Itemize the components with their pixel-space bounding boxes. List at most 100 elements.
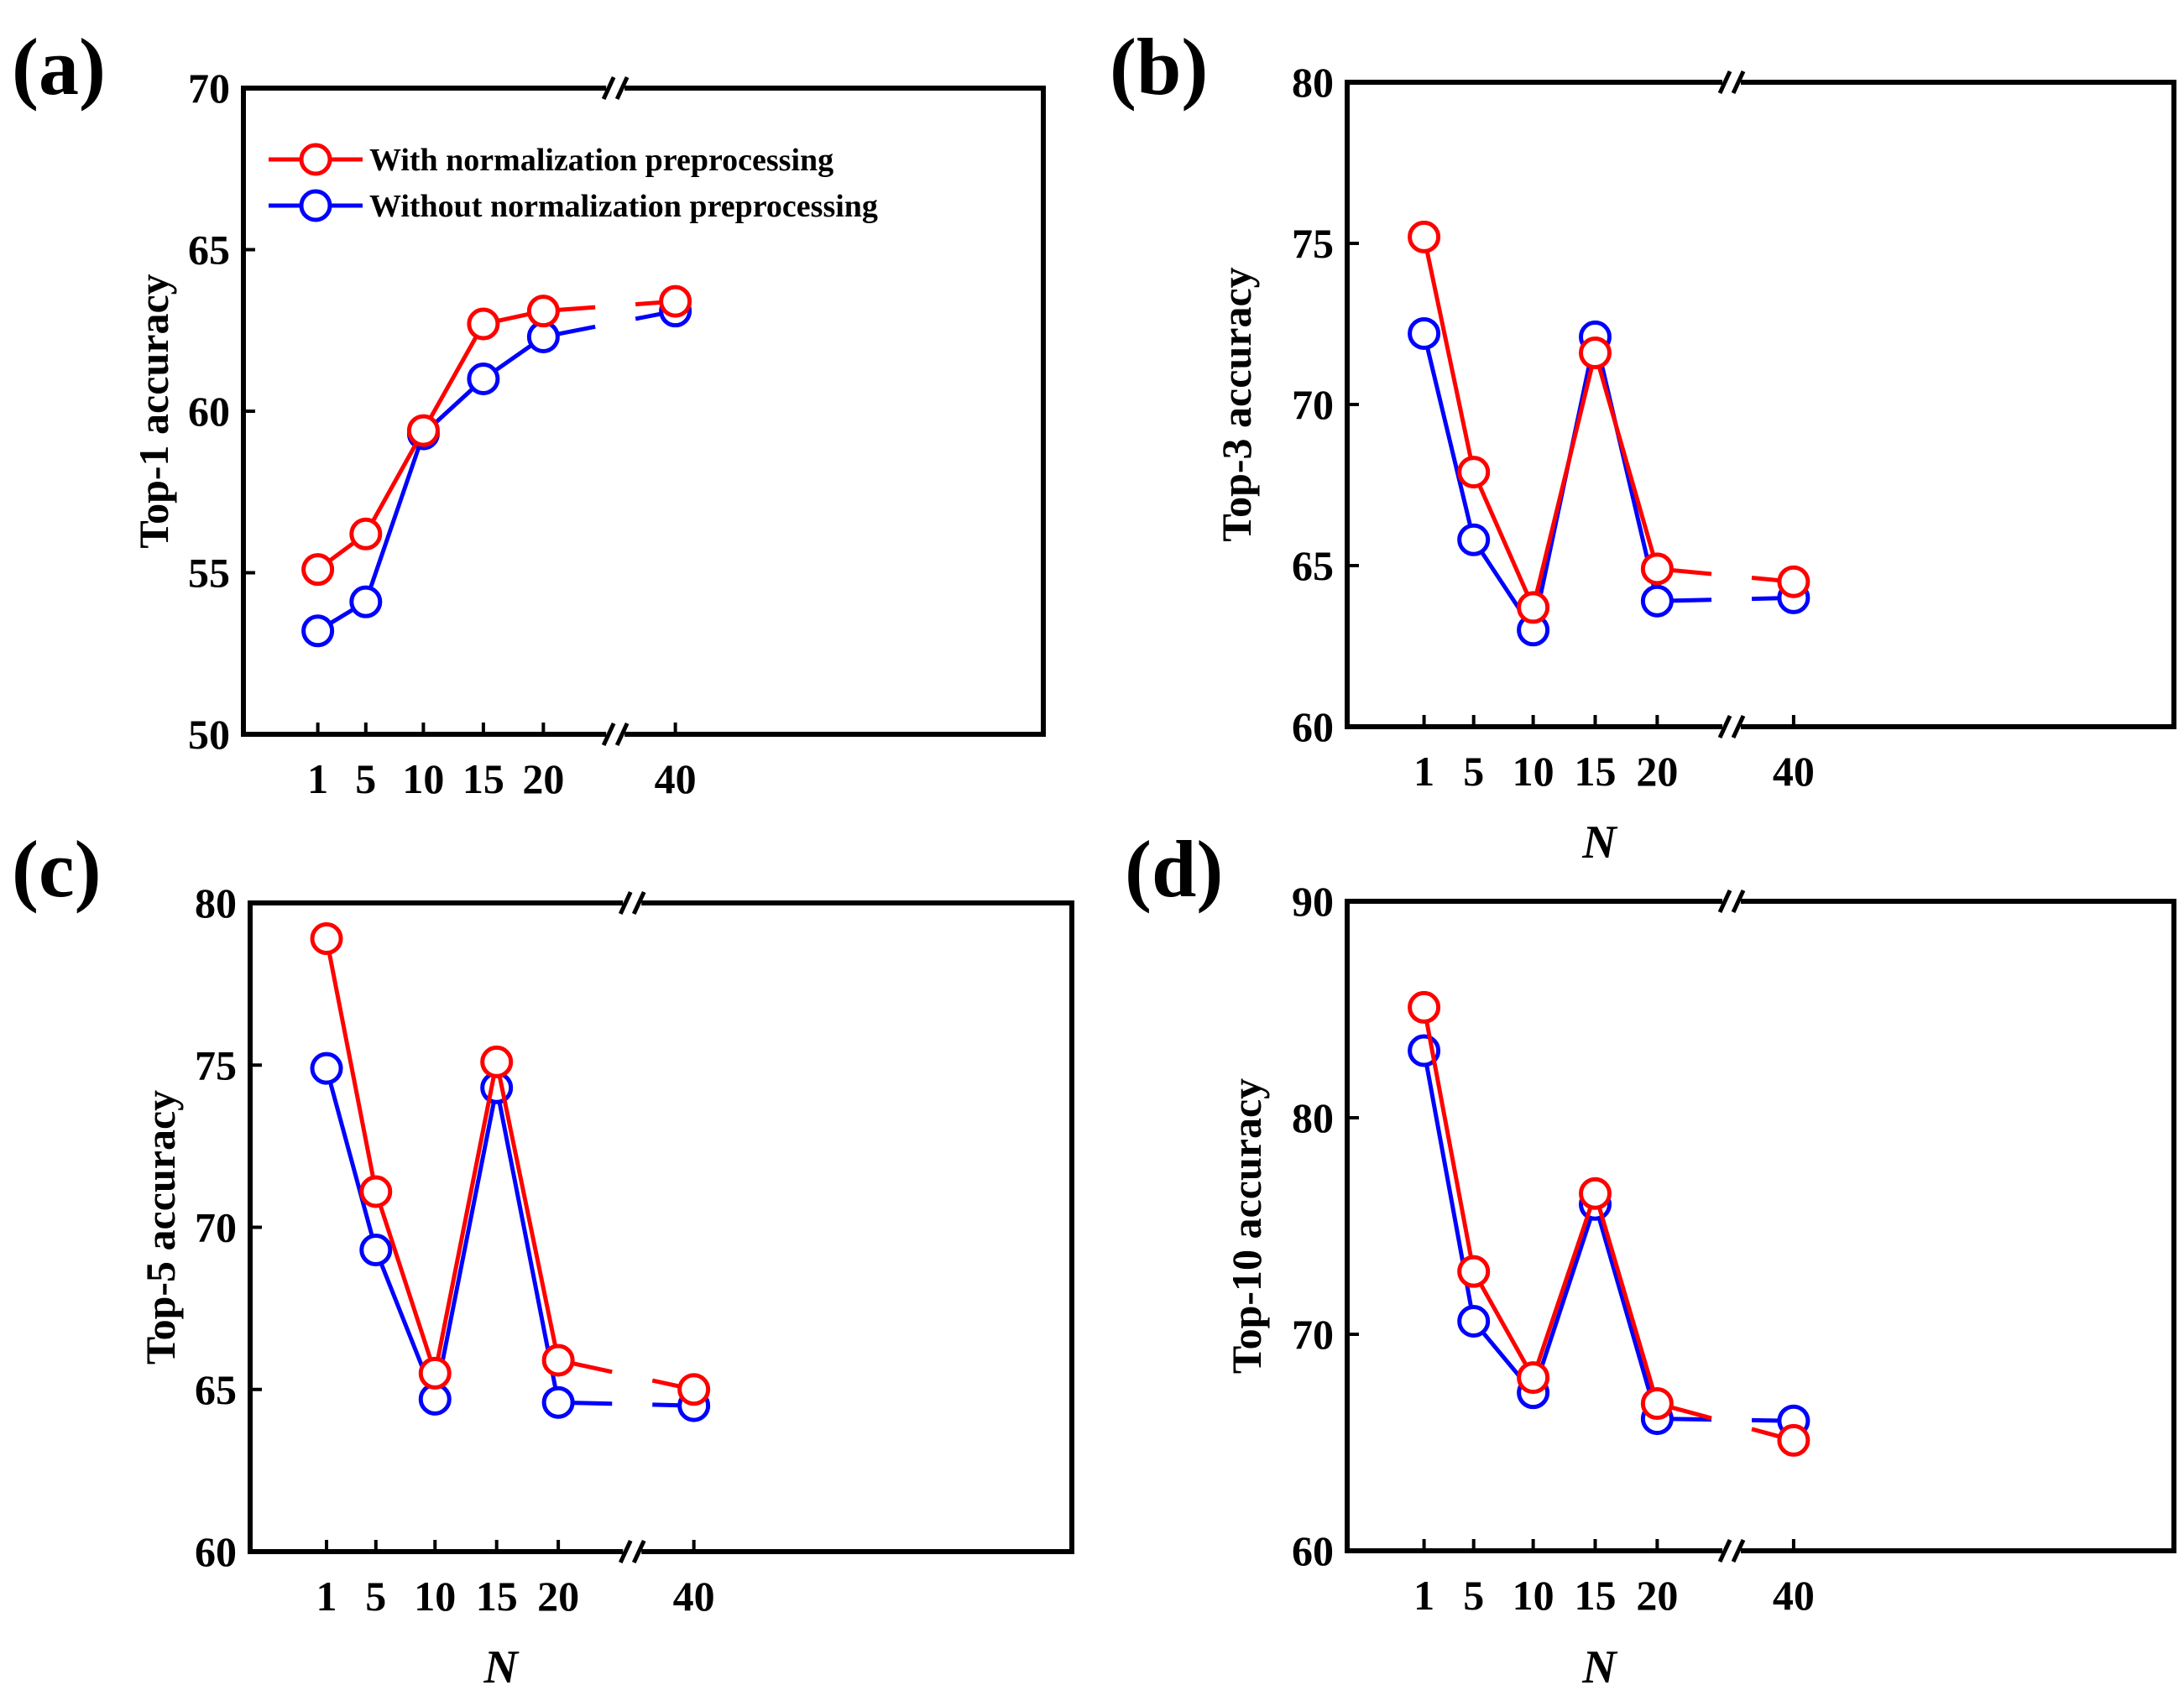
x-tick-label: 20	[1636, 1572, 1678, 1619]
x-tick-label: 1	[307, 755, 328, 802]
data-point	[677, 1373, 711, 1406]
data-point	[1777, 1423, 1810, 1457]
x-tick-label: 15	[1575, 748, 1617, 795]
data-point	[418, 1356, 452, 1390]
data-point	[1579, 337, 1612, 370]
data-point	[1457, 1305, 1491, 1338]
data-point	[1640, 1387, 1674, 1421]
data-point	[1457, 1255, 1491, 1288]
series-with-normalization	[301, 284, 692, 587]
x-tick-label: 1	[1413, 1572, 1434, 1619]
y-tick-label: 50	[188, 711, 230, 758]
x-tick-label: 20	[522, 755, 564, 802]
x-tick-label: 40	[1773, 1572, 1815, 1619]
data-point	[1579, 1177, 1612, 1210]
series-without-normalization	[301, 295, 692, 648]
data-point	[1517, 1361, 1550, 1395]
data-point	[467, 307, 500, 341]
plot-frame	[248, 900, 1074, 1554]
legend-marker	[299, 189, 332, 222]
y-tick-label: 90	[1292, 878, 1334, 925]
data-point	[359, 1175, 393, 1208]
data-point	[1408, 317, 1441, 351]
data-point	[1777, 565, 1810, 598]
y-tick-label: 80	[1292, 59, 1334, 106]
plot-frame	[1345, 899, 2176, 1553]
x-tick-label: 40	[673, 1573, 715, 1620]
y-axis-title: Top-10 accuracy	[1223, 1078, 1270, 1374]
data-point	[1640, 552, 1674, 586]
axis-break-top	[1717, 70, 1746, 95]
legend: With normalization preprocessing Without …	[269, 143, 878, 224]
chart-panel-c: 60 65 70 75 80 1 5 10 15 20 40 Top-5 accuracy N (c)	[12, 824, 1074, 1693]
panel-label: (b)	[1110, 22, 1208, 112]
y-tick-label: 70	[1292, 1311, 1334, 1358]
y-tick-label: 65	[1292, 542, 1334, 589]
data-point	[467, 363, 500, 395]
y-tick-label: 75	[1292, 220, 1334, 267]
y-tick-label: 60	[188, 388, 230, 435]
x-axis-title: N	[483, 1641, 520, 1693]
x-tick-label: 40	[655, 755, 697, 802]
axis-break-top	[1717, 889, 1746, 914]
y-tick-label: 70	[195, 1204, 237, 1251]
x-tick-label: 10	[414, 1573, 456, 1620]
data-point	[541, 1385, 575, 1419]
panel-label: (c)	[12, 824, 102, 914]
y-tick-label: 70	[188, 65, 230, 112]
chart-panel-b: 60 65 70 75 80 1 5 10 15 20 40 Top-3 accuracy N (b)	[1110, 22, 2176, 869]
y-tick-label: 60	[195, 1528, 237, 1575]
panel-label: (d)	[1125, 824, 1223, 914]
axis-break-bottom	[601, 722, 630, 747]
data-point	[1457, 523, 1491, 556]
series-with-normalization	[1408, 220, 1810, 624]
x-tick-label: 40	[1773, 748, 1815, 795]
y-axis-title: Top-1 accuracy	[130, 274, 177, 548]
legend-label: With normalization preprocessing	[369, 143, 833, 178]
data-point	[406, 414, 440, 447]
data-point	[1640, 584, 1674, 618]
x-axis-title: N	[1581, 1641, 1618, 1693]
x-tick-label: 20	[1636, 748, 1678, 795]
axis-break-top	[601, 76, 630, 101]
data-point	[480, 1045, 514, 1078]
axis-break-bottom	[1717, 714, 1746, 739]
x-tick-label: 20	[537, 1573, 579, 1620]
y-tick-label: 55	[188, 550, 230, 597]
data-point	[526, 295, 560, 328]
chart-panel-d: 60 70 80 90 1 5 10 15 20 40 Top-10 accuracy N (d)	[1125, 824, 2176, 1693]
x-tick-label: 15	[476, 1573, 518, 1620]
x-tick-label: 10	[402, 755, 444, 802]
y-tick-label: 65	[195, 1366, 237, 1413]
y-tick-label: 65	[188, 227, 230, 274]
plot-frame	[241, 86, 1046, 737]
data-point	[1517, 591, 1550, 624]
data-point	[310, 1051, 343, 1085]
data-point	[659, 284, 692, 318]
x-tick-label: 10	[1513, 748, 1554, 795]
data-point	[301, 614, 335, 648]
plot-frame	[1345, 80, 2176, 729]
x-tick-label: 10	[1513, 1572, 1554, 1619]
series-with-normalization	[310, 922, 711, 1406]
series-line	[1422, 236, 1659, 610]
series-line	[324, 938, 561, 1375]
y-tick-label: 75	[195, 1041, 237, 1088]
axis-break-bottom	[1717, 1538, 1746, 1563]
legend-item-with: With normalization preprocessing	[269, 143, 833, 178]
x-tick-label: 1	[1413, 748, 1434, 795]
y-tick-label: 80	[1292, 1094, 1334, 1141]
legend-item-without: Without normalization preprocessing	[269, 189, 878, 224]
legend-marker	[299, 143, 332, 176]
y-tick-label: 80	[195, 879, 237, 926]
y-tick-label: 70	[1292, 381, 1334, 428]
data-point	[301, 553, 335, 587]
chart-panel-a: 50 55 60 65 70 1 5 10 15 20 40 Top-1 accuracy (a) Wit…	[12, 22, 1046, 802]
y-axis-title: Top-3 accuracy	[1213, 267, 1260, 541]
axis-break-bottom	[618, 1539, 646, 1564]
axis-break-top	[618, 890, 646, 916]
legend-label: Without normalization preprocessing	[369, 189, 878, 224]
x-tick-label: 1	[316, 1573, 337, 1620]
series-with-normalization	[1408, 990, 1810, 1457]
